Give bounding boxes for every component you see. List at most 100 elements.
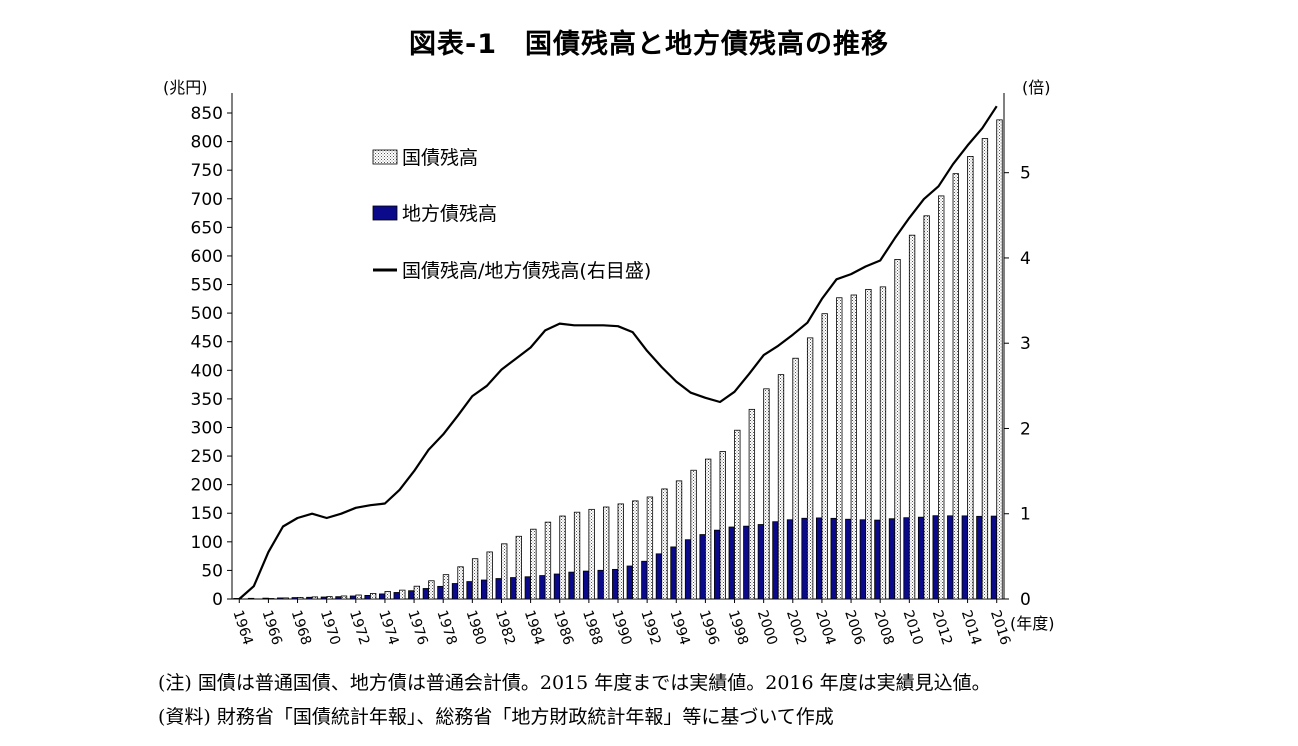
y-tick-label: 700: [191, 190, 223, 210]
bar-national-bond: [384, 591, 391, 600]
bar-local-bond: [510, 577, 517, 600]
bar-local-bond: [655, 553, 663, 600]
legend-label-local: 地方債残高: [402, 203, 497, 225]
bar-local-bond: [539, 575, 546, 600]
y-tick-label: 300: [191, 418, 223, 438]
y-tick-label: 500: [191, 304, 223, 324]
bar-national-bond: [704, 458, 712, 600]
bar-national-bond: [617, 503, 624, 600]
bar-local-bond: [932, 515, 939, 600]
x-tick-label: 1982: [492, 608, 518, 647]
x-tick-label: 1994: [666, 608, 692, 647]
bar-national-bond: [457, 566, 464, 600]
bar-local-bond: [670, 546, 677, 600]
bar-national-bond: [515, 535, 522, 600]
y-tick-label: 150: [191, 504, 223, 524]
bar-local-bond: [641, 560, 648, 600]
bar-local-bond: [247, 597, 255, 600]
bar-local-bond: [233, 598, 240, 600]
bar-national-bond: [821, 313, 828, 600]
bar-local-bond: [757, 524, 765, 600]
bar-local-bond: [612, 568, 619, 600]
bar-national-bond: [806, 337, 814, 600]
x-tick-label: 1980: [463, 608, 489, 647]
y2-tick-label: 2: [1020, 419, 1031, 439]
bar-national-bond: [632, 500, 639, 600]
x-tick-label: 1988: [579, 608, 605, 647]
ratio-line-group: [238, 105, 998, 600]
x-tick-label: 2010: [900, 608, 926, 647]
bar-national-bond: [501, 543, 508, 600]
y2-tick-label: 3: [1020, 334, 1031, 354]
ratio-line: [238, 105, 998, 600]
bar-national-bond: [442, 574, 450, 600]
bar-national-bond: [923, 215, 930, 600]
bar-local-bond: [947, 515, 954, 600]
bar-national-bond: [297, 596, 304, 600]
bar-local-bond: [743, 525, 750, 600]
footnote-source: (資料) 財務省「国債統計年報」、総務省「地方財政統計年報」等に基づいて作成: [158, 706, 834, 728]
bar-national-bond: [719, 451, 726, 600]
bar-local-bond: [379, 593, 386, 600]
y-tick-label: 0: [212, 590, 223, 610]
chart-bars: [233, 119, 1003, 600]
x-tick-label: 1998: [725, 608, 751, 647]
x-axis-label: (年度): [1010, 614, 1055, 633]
bar-local-bond: [349, 595, 357, 600]
bar-national-bond: [646, 496, 654, 600]
bar-national-bond: [865, 288, 872, 600]
bar-national-bond: [748, 408, 756, 600]
bar-local-bond: [714, 529, 721, 600]
bar-local-bond: [524, 576, 532, 600]
bar-national-bond: [952, 173, 959, 600]
x-tick-label: 2006: [841, 608, 867, 647]
y-tick-label: 550: [191, 276, 223, 296]
bar-national-bond: [413, 585, 421, 600]
x-tick-label: 1964: [229, 608, 255, 647]
bar-national-bond: [340, 595, 348, 600]
bar-local-bond: [830, 517, 837, 600]
bar-national-bond: [355, 594, 362, 600]
bar-national-bond: [399, 589, 406, 600]
bar-national-bond: [763, 388, 770, 600]
x-tick-label: 1978: [433, 608, 459, 647]
bar-local-bond: [277, 597, 284, 600]
legend-swatch-local: [372, 205, 398, 221]
bar-local-bond: [422, 588, 430, 600]
bar-national-bond: [908, 234, 916, 600]
bar-local-bond: [815, 517, 823, 600]
bar-local-bond: [568, 571, 575, 600]
y2-tick-label: 5: [1020, 164, 1031, 184]
x-tick-label: 1976: [404, 608, 430, 647]
bar-national-bond: [850, 294, 857, 600]
x-tick-label: 2004: [812, 608, 838, 647]
y-tick-label: 750: [191, 161, 223, 181]
bar-local-bond: [466, 581, 473, 600]
x-tick-label: 2002: [783, 608, 809, 647]
y2-tick-label: 4: [1020, 249, 1031, 269]
bar-national-bond: [369, 593, 377, 600]
bar-local-bond: [597, 569, 604, 600]
chart-title: 図表-1 国債残高と地方債残高の推移: [409, 29, 889, 60]
bar-national-bond: [734, 429, 741, 600]
x-tick-label: 1996: [696, 608, 722, 647]
bar-local-bond: [320, 596, 328, 600]
bar-national-bond: [661, 488, 668, 600]
bar-local-bond: [408, 590, 415, 600]
x-tick-label: 2000: [754, 608, 780, 647]
bar-national-bond: [967, 155, 974, 600]
bar-national-bond: [544, 521, 552, 600]
bar-local-bond: [801, 517, 808, 600]
bar-local-bond: [859, 519, 867, 600]
bar-national-bond: [588, 508, 595, 600]
bar-national-bond: [996, 119, 1003, 600]
y-tick-label: 100: [191, 533, 223, 553]
bar-local-bond: [888, 518, 896, 600]
x-tick-label: 1990: [608, 608, 634, 647]
bar-national-bond: [981, 138, 989, 600]
bar-national-bond: [879, 286, 887, 600]
x-tick-label: 1968: [288, 608, 314, 647]
y2-tick-label: 1: [1020, 505, 1031, 525]
